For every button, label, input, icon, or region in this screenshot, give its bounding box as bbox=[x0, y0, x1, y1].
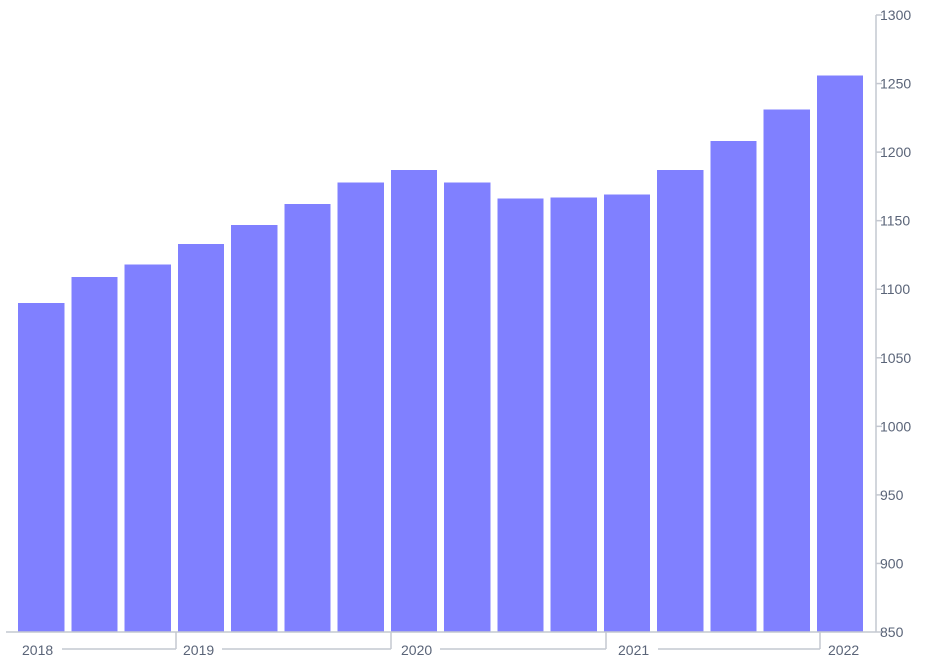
y-axis-ticks: 850 900 950 1000 1050 1100 1150 1200 1250 1300 bbox=[876, 7, 911, 640]
bar-14 bbox=[710, 141, 757, 632]
y-tick-label: 1300 bbox=[880, 7, 911, 23]
x-tick-label-2020: 2020 bbox=[401, 642, 432, 658]
bar-3 bbox=[124, 264, 171, 632]
y-axis: 850 900 950 1000 1050 1100 1150 1200 1250 1300 bbox=[875, 7, 911, 640]
y-tick-label: 950 bbox=[880, 487, 904, 503]
x-axis: 2018 2019 2020 2021 2022 bbox=[6, 631, 876, 658]
x-tick-label-2021: 2021 bbox=[618, 642, 649, 658]
y-tick-label: 1200 bbox=[880, 144, 911, 160]
x-tick-label-2019: 2019 bbox=[183, 642, 214, 658]
bar-15 bbox=[763, 109, 810, 633]
bar-9 bbox=[444, 182, 491, 632]
bar-2 bbox=[71, 276, 118, 632]
bar-4 bbox=[177, 243, 224, 633]
y-tick-label: 1050 bbox=[880, 350, 911, 366]
x-tick-label-2018: 2018 bbox=[22, 642, 53, 658]
y-tick-label: 1000 bbox=[880, 418, 911, 434]
bar-10 bbox=[497, 198, 544, 633]
y-tick-label: 1250 bbox=[880, 76, 911, 92]
bar-7 bbox=[337, 182, 384, 632]
x-tick-label-2022: 2022 bbox=[828, 642, 859, 658]
bar-16 bbox=[816, 75, 863, 632]
x-axis-ticks: 2018 2019 2020 2021 2022 bbox=[22, 632, 859, 658]
y-tick-label: 1150 bbox=[880, 213, 910, 229]
bar-11 bbox=[550, 197, 597, 633]
bar-1 bbox=[18, 302, 65, 632]
bar-12 bbox=[603, 194, 650, 632]
bar-6 bbox=[284, 204, 331, 632]
bar-8 bbox=[390, 169, 437, 632]
y-tick-label: 850 bbox=[880, 624, 904, 640]
y-tick-label: 1100 bbox=[880, 281, 910, 297]
bar-5 bbox=[231, 224, 278, 632]
bar-13 bbox=[657, 169, 704, 632]
bars-group bbox=[18, 75, 863, 633]
y-tick-label: 900 bbox=[880, 555, 904, 571]
